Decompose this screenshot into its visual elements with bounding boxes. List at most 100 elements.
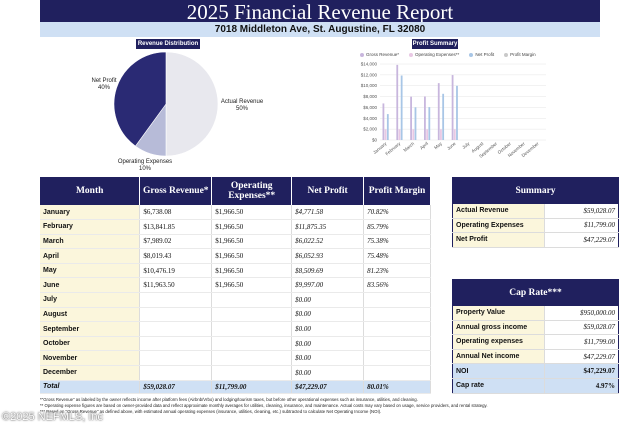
total-profit-margin-cell: 80.01%	[363, 380, 431, 394]
table-row: November $0.00	[40, 350, 431, 367]
cap-rate-row: Property Value $950,000.00	[452, 305, 619, 321]
operating-expenses-cell	[211, 365, 293, 381]
cap-rate-label: Operating expenses	[452, 334, 545, 350]
net-profit-cell: $0.00	[291, 292, 365, 308]
gross-revenue-cell: $6,738.08	[139, 205, 213, 221]
month-cell: August	[40, 307, 141, 323]
gross-revenue-cell	[139, 321, 213, 337]
footnotes: *"Gross Revenue" as labeled by the owner…	[40, 397, 630, 415]
summary-table: Summary Actual Revenue $59,028.07 Operat…	[452, 177, 619, 248]
operating-expenses-cell: $1,966.50	[211, 248, 293, 264]
bar-net-profit-march	[414, 107, 417, 140]
footnote: *** Based on "Gross Revenue" as defined …	[40, 409, 382, 414]
table-row: January $6,738.08 $1,966.50 $4,771.58 70.82%	[40, 205, 431, 221]
cap-rate-row: Operating expenses $11,799.00	[452, 334, 619, 350]
monthly-revenue-table: Month Gross Revenue* Operating Expenses*…	[40, 177, 431, 394]
summary-title: Summary	[452, 177, 619, 204]
y-tick-label: $10,000	[361, 83, 378, 88]
y-tick-label: $8,000	[363, 94, 377, 99]
bar-net-profit-june	[456, 85, 458, 140]
y-tick-label: $14,000	[361, 62, 378, 67]
legend-profit-margin: Profit Margin	[504, 52, 536, 57]
y-tick-label: $12,000	[361, 72, 378, 77]
operating-expenses-cell: $1,966.50	[211, 219, 293, 235]
gross-revenue-cell	[139, 307, 213, 323]
cap-rate-title: Cap Rate***	[452, 279, 619, 306]
x-tick-label: March	[402, 141, 415, 153]
operating-expenses-cell	[211, 321, 293, 337]
header-profit-margin: Profit Margin	[363, 177, 431, 205]
summary-value: $11,799.00	[544, 218, 619, 234]
net-profit-cell: $4,771.58	[291, 205, 365, 221]
cap-rate-value: $950,000.00	[544, 305, 619, 321]
bar-operating-expenses-february	[398, 129, 401, 140]
net-profit-cell: $8,509.69	[291, 263, 365, 279]
pie-label-net-profit-name: Net Profit	[91, 78, 117, 84]
net-profit-cell: $0.00	[291, 321, 365, 337]
legend-net-profit: Net Profit	[469, 52, 494, 57]
bar-net-profit-february	[400, 75, 403, 140]
cap-rate-value: 4.97%	[544, 378, 619, 394]
net-profit-cell: $0.00	[291, 336, 365, 352]
gross-revenue-cell: $10,476.19	[139, 263, 213, 279]
legend-net-profit-label: Net Profit	[475, 52, 495, 57]
total-net-profit-cell: $47,229.07	[291, 380, 365, 394]
x-tick-label: February	[384, 140, 402, 156]
summary-label: Operating Expenses	[452, 218, 545, 234]
month-cell: March	[40, 234, 141, 250]
operating-expenses-cell: $1,966.50	[211, 277, 293, 294]
gross-revenue-cell: $7,989.02	[139, 234, 213, 250]
month-cell: July	[40, 292, 141, 308]
bar-net-profit-may	[442, 93, 445, 140]
header-operating-expenses: Operating Expenses**	[211, 177, 293, 205]
pie-label-operating-expenses: Operating Expenses 10%	[114, 159, 176, 173]
profit-margin-cell	[363, 292, 431, 308]
pie-label-actual-revenue-name: Actual Revenue	[220, 99, 264, 105]
pie-chart-svg	[113, 51, 219, 157]
table-row: September $0.00	[40, 321, 431, 337]
y-tick-label: $0	[372, 138, 378, 143]
summary-value: $59,028.07	[544, 203, 619, 219]
profit-margin-cell	[363, 321, 431, 337]
property-address: 7018 Middleton Ave, St. Augustine, FL 32…	[40, 22, 600, 37]
table-row: August $0.00	[40, 307, 431, 323]
cap-rate-row: Annual Net income $47,229.07	[452, 349, 619, 365]
net-profit-cell: $9,997.00	[291, 277, 365, 294]
gross-revenue-cell	[139, 365, 213, 381]
gross-revenue-cell	[139, 350, 213, 367]
operating-expenses-cell: $1,966.50	[211, 263, 293, 279]
operating-expenses-cell: $1,966.50	[211, 234, 293, 250]
table-row: May $10,476.19 $1,966.50 $8,509.69 81.23%	[40, 263, 431, 279]
gross-revenue-cell: $11,963.50	[139, 277, 213, 294]
table-row: April $8,019.43 $1,966.50 $6,052.93 75.48%	[40, 248, 431, 264]
bar-net-profit-january	[386, 114, 389, 140]
gross-revenue-cell: $13,841.85	[139, 219, 213, 235]
x-tick-label: May	[433, 140, 443, 150]
y-tick-label: $4,000	[363, 116, 377, 121]
y-tick-label: $6,000	[363, 105, 377, 110]
operating-expenses-cell	[211, 336, 293, 352]
summary-value: $47,229.07	[544, 232, 619, 248]
cap-rate-label: Property Value	[452, 305, 545, 321]
bar-gross-revenue-january	[382, 103, 385, 140]
table-row: February $13,841.85 $1,966.50 $11,875.35 85.…	[40, 219, 431, 235]
net-profit-cell: $11,875.35	[291, 219, 365, 235]
net-profit-cell: $6,052.93	[291, 248, 365, 264]
month-cell: February	[40, 219, 141, 235]
total-month-cell: Total	[40, 380, 141, 394]
cap-rate-label: NOI	[452, 363, 545, 379]
x-tick-label: June	[446, 141, 457, 151]
cap-rate-value: $47,229.07	[544, 363, 619, 379]
month-cell: May	[40, 263, 141, 279]
net-profit-cell: $0.00	[291, 307, 365, 323]
bar-gross-revenue-february	[396, 64, 399, 140]
month-cell: November	[40, 350, 141, 367]
legend-profit-margin-label: Profit Margin	[510, 52, 536, 57]
revenue-distribution-tag: Revenue Distribution	[136, 39, 200, 49]
bar-gross-revenue-march	[410, 96, 412, 140]
profit-margin-cell	[363, 350, 431, 367]
cap-rate-table: Cap Rate*** Property Value $950,000.00 A…	[452, 279, 619, 394]
summary-row: Net Profit $47,229.07	[452, 232, 619, 248]
gross-revenue-cell	[139, 292, 213, 308]
pie-label-actual-revenue-value: 50%	[235, 106, 248, 112]
